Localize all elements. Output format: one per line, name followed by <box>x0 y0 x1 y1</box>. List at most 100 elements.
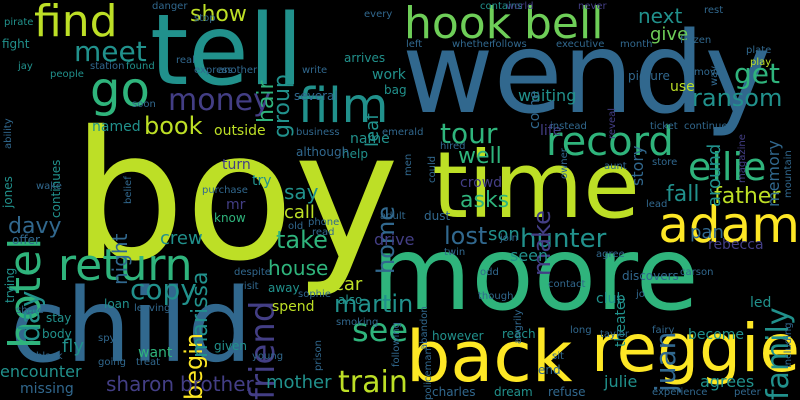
word-meet: meet <box>74 35 147 68</box>
word-named: named <box>92 119 141 135</box>
word-outside: outside <box>214 123 266 139</box>
word-another: another <box>218 65 258 76</box>
word-aunt: aunt <box>604 161 627 172</box>
word-men: men <box>403 153 414 176</box>
word-leaving: leaving <box>134 303 171 314</box>
word-hired: hired <box>440 141 466 152</box>
word-write: write <box>302 65 328 76</box>
word-mr: mr <box>226 197 246 213</box>
word-read: read <box>312 227 335 238</box>
word-whether: whether <box>452 39 494 50</box>
word-adult: adult <box>380 211 406 222</box>
word-several: several <box>294 89 338 103</box>
word-sharon: sharon <box>106 372 175 396</box>
word-given: given <box>214 339 248 353</box>
word-people: people <box>50 69 84 80</box>
word-pirate: pirate <box>4 17 34 28</box>
word-mother: mother <box>266 372 332 393</box>
word-led: led <box>750 295 772 311</box>
word-memory: memory <box>764 140 783 207</box>
word-including: including <box>783 322 794 368</box>
word-brother: brother <box>180 372 254 396</box>
word-seen: seen <box>510 246 549 265</box>
word-work: work <box>372 67 406 83</box>
word-story: story <box>628 145 647 186</box>
word-club: club <box>596 291 626 307</box>
word-soon: soon <box>132 99 156 110</box>
word-never: never <box>578 1 607 12</box>
word-sophie: sophie <box>298 289 331 300</box>
word-angrily: angrily <box>513 309 524 344</box>
word-fall: fall <box>666 182 700 207</box>
word-turn: turn <box>222 157 251 173</box>
word-though: though <box>478 291 514 302</box>
word-despite: despite <box>234 267 271 278</box>
word-executive: executive <box>556 39 605 50</box>
word-charles: charles <box>432 385 476 399</box>
word-share: share <box>16 305 44 316</box>
word-emerald: emerald <box>382 127 424 138</box>
word-picture: picture <box>628 69 670 83</box>
word-rest: rest <box>704 5 724 16</box>
word-find: find <box>34 0 118 47</box>
word-take: take <box>276 226 328 254</box>
word-martin: martin <box>334 290 414 318</box>
word-offer: offer <box>12 233 40 247</box>
word-see: see <box>352 311 409 349</box>
word-try: try <box>252 173 272 189</box>
word-long: long <box>570 325 592 336</box>
word-follows: follows <box>492 39 527 50</box>
word-become: become <box>688 327 745 343</box>
word-business: business <box>296 127 340 138</box>
word-drive: drive <box>374 230 415 249</box>
word-father: father <box>714 184 781 209</box>
word-pan: pan <box>690 222 724 243</box>
word-experience: experience <box>652 387 708 398</box>
word-copy: copy <box>130 273 197 306</box>
word-danger: danger <box>152 1 188 12</box>
word-bell: bell <box>524 0 604 49</box>
word-frozen: frozen <box>680 35 712 46</box>
word-world: world <box>506 1 534 12</box>
word-arrives: arrives <box>344 51 386 65</box>
word-owner: owner <box>559 148 570 179</box>
word-son: son <box>488 224 520 245</box>
word-lead: lead <box>646 199 668 210</box>
word-smoking: smoking <box>336 317 379 328</box>
word-phone: phone <box>308 217 340 228</box>
word-use: use <box>670 79 695 95</box>
word-boy: boy <box>72 93 400 300</box>
word-return: return <box>58 240 193 291</box>
word-waiting: waiting <box>518 86 577 105</box>
word-jay: jay <box>18 61 33 72</box>
word-abandon: abandon <box>419 306 430 350</box>
word-stop: stop <box>194 13 216 24</box>
word-store: store <box>652 157 678 168</box>
word-julie: julie <box>604 372 638 391</box>
word-black: black <box>36 351 63 362</box>
word-reveal: reveal <box>607 107 618 139</box>
word-lost: lost <box>444 222 488 250</box>
word-want: want <box>138 345 173 361</box>
word-also: also <box>338 293 363 307</box>
word-however: however <box>432 329 484 343</box>
word-davy: davy <box>8 214 62 239</box>
word-bag: bag <box>384 83 407 97</box>
word-child: child <box>10 267 253 386</box>
word-ransom: ransom <box>692 84 783 112</box>
word-agree: agree <box>596 249 625 260</box>
word-money: money <box>168 83 271 118</box>
word-away: away <box>268 281 300 295</box>
word-sit: sit <box>552 351 564 362</box>
word-odd: odd <box>480 267 499 278</box>
word-hair: hair <box>254 80 279 123</box>
word-carson: carson <box>680 267 714 278</box>
word-help: help <box>342 147 368 161</box>
word-real: real <box>176 55 195 66</box>
word-end: end <box>538 363 561 377</box>
word-next: next <box>638 4 683 28</box>
word-rebecca: rebecca <box>708 237 764 253</box>
word-show: show <box>190 2 247 27</box>
word-reggie: reggie <box>590 310 800 387</box>
word-tour: tour <box>440 117 498 150</box>
